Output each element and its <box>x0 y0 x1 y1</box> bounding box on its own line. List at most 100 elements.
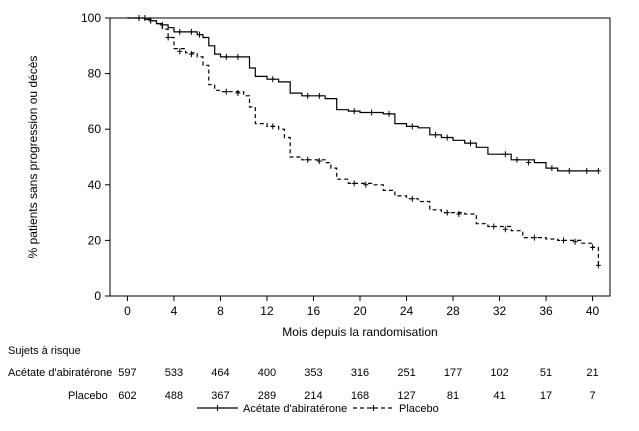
censor-mark <box>584 167 590 174</box>
risk-value: 177 <box>444 367 462 379</box>
censor-mark <box>165 34 171 41</box>
legend-label-abiraterone: Acétate d'abiratérone <box>243 403 347 415</box>
y-tick-label: 40 <box>88 178 102 192</box>
risk-table-title: Sujets à risque <box>8 345 81 357</box>
x-tick-label: 36 <box>539 304 553 318</box>
censor-mark <box>531 234 537 241</box>
censor-mark <box>444 134 450 141</box>
x-tick-label: 28 <box>446 304 460 318</box>
legend-censor-mark <box>215 405 220 411</box>
censor-mark <box>223 88 229 95</box>
risk-value: 7 <box>589 390 595 402</box>
risk-value: 488 <box>165 390 183 402</box>
risk-value: 464 <box>211 367 229 379</box>
y-tick-label: 60 <box>88 122 102 136</box>
series-line-abiraterone <box>127 17 599 172</box>
censor-mark <box>595 167 601 174</box>
x-tick-label: 20 <box>353 304 367 318</box>
censor-mark <box>188 51 194 58</box>
censor-mark <box>142 15 148 21</box>
censor-mark <box>491 223 497 230</box>
censor-mark <box>514 156 520 163</box>
x-tick-label: 16 <box>307 304 321 318</box>
y-tick-label: 100 <box>81 11 101 25</box>
risk-value: 289 <box>258 390 276 402</box>
risk-value: 400 <box>258 367 276 379</box>
x-axis-title: Mois depuis la randomisation <box>282 325 437 339</box>
x-tick-label: 12 <box>260 304 274 318</box>
censor-mark <box>467 140 473 147</box>
y-tick-label: 0 <box>94 289 101 303</box>
risk-value: 127 <box>397 390 415 402</box>
censor-mark <box>456 210 462 217</box>
risk-value: 251 <box>397 367 415 379</box>
risk-row-label: Placebo <box>68 390 108 402</box>
legend-label-placebo: Placebo <box>399 403 439 415</box>
censor-mark <box>270 76 276 83</box>
risk-value: 597 <box>118 367 136 379</box>
censor-mark <box>572 238 578 245</box>
x-tick-label: 24 <box>400 304 414 318</box>
y-axis-title: % patients sans progression ou décès <box>26 56 40 259</box>
x-tick-label: 40 <box>586 304 600 318</box>
censor-mark <box>566 167 572 174</box>
censor-mark <box>444 209 450 216</box>
risk-table: Sujets à risque Acétate d'abiratérone 597 5… <box>8 345 599 402</box>
legend-censor-mark <box>371 405 376 411</box>
censor-mark <box>595 262 601 269</box>
risk-value: 41 <box>493 390 505 402</box>
risk-value: 353 <box>304 367 322 379</box>
censor-mark <box>270 123 276 130</box>
risk-value: 81 <box>447 390 459 402</box>
x-tick-label: 4 <box>171 304 178 318</box>
censor-mark <box>363 181 369 188</box>
censor-mark <box>502 226 508 233</box>
censor-mark <box>305 92 311 99</box>
censor-mark <box>409 195 415 202</box>
censor-mark <box>351 180 357 187</box>
censor-mark <box>177 28 183 35</box>
censor-mark <box>235 53 241 60</box>
censor-mark <box>316 92 322 99</box>
x-tick-label: 8 <box>217 304 224 318</box>
risk-value: 17 <box>540 390 552 402</box>
axes: 0 20 40 60 80 100 0 4 8 12 16 20 24 28 32 36 40 Mois depu… <box>26 11 611 339</box>
risk-value: 316 <box>351 367 369 379</box>
censor-mark <box>223 53 229 60</box>
x-tick-label: 32 <box>493 304 507 318</box>
censor-mark <box>188 28 194 35</box>
plot-frame <box>109 17 611 297</box>
risk-value: 168 <box>351 390 369 402</box>
censor-mark <box>502 151 508 158</box>
censor-mark <box>409 123 415 130</box>
risk-value: 51 <box>540 367 552 379</box>
censor-mark <box>549 165 555 172</box>
censor-mark <box>369 109 375 116</box>
y-tick-label: 20 <box>88 233 102 247</box>
x-tick-label: 0 <box>124 304 131 318</box>
censor-mark <box>560 237 566 244</box>
censor-mark <box>235 90 241 97</box>
censor-mark <box>590 244 596 251</box>
censor-mark <box>526 159 532 166</box>
series-line-placebo <box>127 17 599 266</box>
legend: Acétate d'abiratérone Placebo <box>197 403 439 415</box>
censor-mark <box>316 158 322 165</box>
risk-value: 102 <box>490 367 508 379</box>
risk-value: 367 <box>211 390 229 402</box>
risk-value: 602 <box>118 390 136 402</box>
censor-mark <box>433 131 439 138</box>
series-layer <box>127 15 601 269</box>
y-tick-label: 80 <box>88 67 102 81</box>
censor-mark <box>177 48 183 55</box>
censor-mark <box>197 31 203 38</box>
risk-value: 533 <box>165 367 183 379</box>
censor-mark <box>386 110 392 117</box>
censor-mark <box>305 156 311 163</box>
risk-row-label: Acétate d'abiratérone <box>8 367 112 379</box>
censor-mark <box>351 108 357 115</box>
risk-value: 214 <box>304 390 322 402</box>
risk-value: 21 <box>586 367 598 379</box>
